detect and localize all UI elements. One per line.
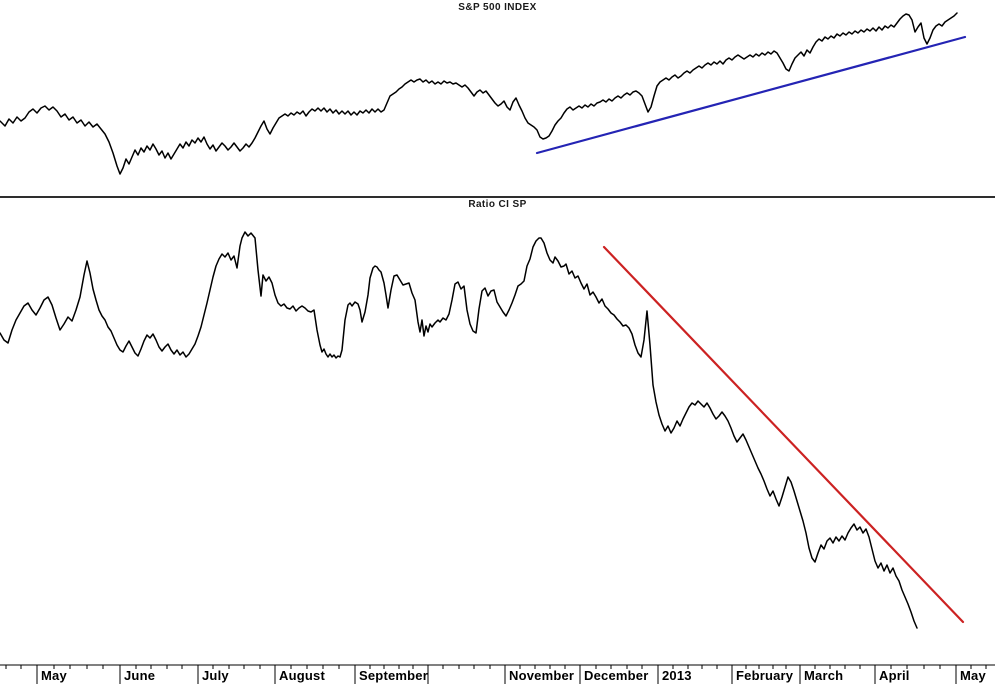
top-panel-title: S&P 500 INDEX bbox=[458, 2, 537, 13]
ratio-downtrend-line bbox=[602, 245, 965, 624]
x-axis-label-february: February bbox=[736, 668, 794, 683]
x-axis-label-may: May bbox=[960, 668, 986, 683]
x-axis-label-2013: 2013 bbox=[662, 668, 692, 683]
bottom-panel-title: Ratio CI SP bbox=[468, 199, 527, 210]
x-axis-label-may: May bbox=[41, 668, 67, 683]
x-axis-label-august: August bbox=[279, 668, 325, 683]
x-axis-label-july: July bbox=[202, 668, 229, 683]
x-axis-label-june: June bbox=[124, 668, 156, 683]
ratio-ci-sp-line bbox=[0, 231, 918, 629]
panel-divider bbox=[0, 196, 995, 198]
x-axis-label-september: September bbox=[359, 668, 428, 683]
x-axis-label-december: December bbox=[584, 668, 649, 683]
sp500-price-line bbox=[0, 12, 958, 175]
sp500-uptrend-line bbox=[535, 35, 967, 155]
x-axis-label-november: November bbox=[509, 668, 575, 683]
x-axis-label-march: March bbox=[804, 668, 844, 683]
x-axis-label-april: April bbox=[879, 668, 910, 683]
